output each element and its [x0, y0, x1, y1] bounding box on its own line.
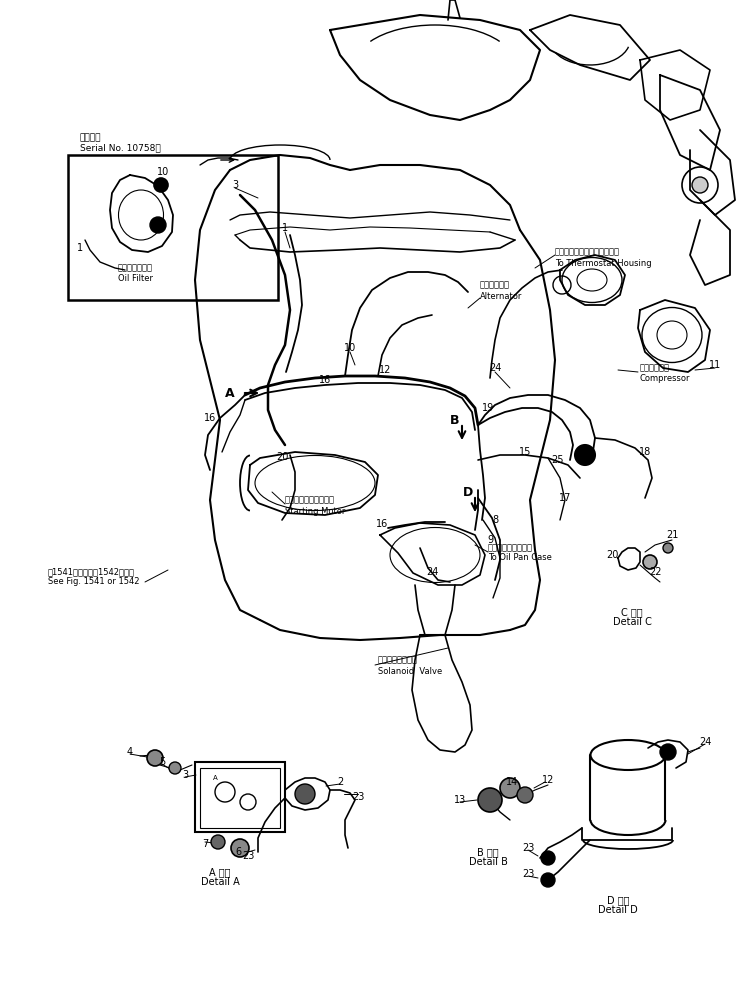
Circle shape: [692, 177, 708, 193]
Text: 3: 3: [182, 770, 188, 780]
Text: Serial No. 10758～: Serial No. 10758～: [80, 143, 161, 152]
Text: オイルパンケースへ: オイルパンケースへ: [488, 543, 533, 553]
Circle shape: [541, 851, 555, 865]
Circle shape: [231, 839, 249, 857]
Circle shape: [478, 788, 502, 812]
Text: A: A: [213, 775, 217, 781]
Text: See Fig. 1541 or 1542: See Fig. 1541 or 1542: [48, 577, 139, 586]
Text: Detail C: Detail C: [613, 617, 651, 627]
Text: 第1541図または第1542図参照: 第1541図または第1542図参照: [48, 568, 135, 576]
Text: 15: 15: [519, 447, 531, 457]
Bar: [200, 768, 280, 828]
Text: 7: 7: [202, 839, 208, 849]
Text: 12: 12: [379, 365, 391, 375]
Text: A 詳細: A 詳細: [209, 867, 231, 877]
Text: 16: 16: [204, 413, 216, 423]
Text: オイルフィルタ: オイルフィルタ: [118, 263, 153, 272]
Text: 10: 10: [157, 167, 169, 177]
Text: 5: 5: [159, 757, 165, 767]
Text: B 詳細: B 詳細: [477, 847, 499, 857]
Text: 11: 11: [709, 360, 721, 370]
Text: 6: 6: [235, 847, 241, 857]
Circle shape: [154, 178, 168, 192]
Bar: [195, 762, 285, 832]
Circle shape: [517, 787, 533, 803]
Text: 23: 23: [522, 869, 534, 879]
Circle shape: [150, 217, 166, 233]
Text: 13: 13: [454, 795, 466, 805]
Text: 18: 18: [639, 447, 651, 457]
Circle shape: [663, 543, 673, 553]
Bar: [68, 155, 278, 300]
Text: Oil Filter: Oil Filter: [118, 274, 153, 283]
Text: 16: 16: [319, 375, 331, 385]
Text: 23: 23: [522, 843, 534, 853]
Text: 23: 23: [242, 851, 255, 861]
Text: サーモスタットハウジングへ: サーモスタットハウジングへ: [555, 247, 620, 256]
Text: 9: 9: [487, 535, 493, 545]
Text: スターティングモータ: スターティングモータ: [285, 496, 335, 505]
Text: 24: 24: [426, 567, 439, 577]
Text: 24: 24: [489, 363, 501, 373]
Text: C: C: [576, 449, 585, 462]
Text: 24: 24: [699, 737, 711, 747]
Text: 2: 2: [337, 777, 343, 787]
Text: Compressor: Compressor: [640, 373, 691, 383]
Text: 23: 23: [352, 792, 364, 802]
Circle shape: [211, 835, 225, 849]
Text: 21: 21: [666, 530, 678, 540]
Text: C 詳細: C 詳細: [621, 607, 643, 617]
Circle shape: [169, 762, 181, 774]
Text: オルタネータ: オルタネータ: [480, 281, 510, 290]
Text: Detail B: Detail B: [468, 857, 508, 867]
Circle shape: [643, 555, 657, 569]
Text: 19: 19: [482, 403, 494, 413]
Text: 8: 8: [492, 515, 498, 525]
Text: 12: 12: [542, 775, 554, 785]
Text: 3: 3: [232, 180, 238, 190]
Text: Solanoid  Valve: Solanoid Valve: [378, 667, 442, 676]
Circle shape: [500, 778, 520, 798]
Text: Detail A: Detail A: [200, 877, 240, 887]
Text: コンプレッサ: コンプレッサ: [640, 363, 670, 372]
Text: Detail D: Detail D: [598, 905, 638, 915]
Text: 16: 16: [376, 519, 388, 529]
Text: D: D: [463, 485, 473, 499]
Text: Starting Motor: Starting Motor: [285, 507, 345, 516]
Text: To Thermostat Housing: To Thermostat Housing: [555, 258, 651, 267]
Text: ソレノイドバルブ: ソレノイドバルブ: [378, 656, 418, 665]
Text: 20: 20: [276, 452, 288, 462]
Circle shape: [147, 750, 163, 766]
Text: 4: 4: [127, 747, 133, 757]
Text: 1: 1: [282, 223, 288, 233]
Text: To Oil Pan Case: To Oil Pan Case: [488, 554, 552, 563]
Text: 25: 25: [552, 455, 564, 465]
Text: A: A: [225, 387, 234, 400]
Circle shape: [575, 445, 595, 465]
Circle shape: [541, 873, 555, 887]
Circle shape: [295, 784, 315, 804]
Circle shape: [660, 744, 676, 760]
Text: 1: 1: [77, 243, 83, 253]
Text: Alternator: Alternator: [480, 292, 522, 300]
Text: 14: 14: [506, 777, 518, 787]
Text: D 詳細: D 詳細: [607, 895, 629, 905]
Text: B: B: [450, 413, 460, 426]
Text: 適用号機: 適用号機: [80, 134, 102, 142]
Text: 17: 17: [559, 493, 571, 503]
Text: 22: 22: [649, 567, 661, 577]
Text: 20: 20: [605, 550, 618, 560]
Text: 10: 10: [344, 343, 356, 353]
